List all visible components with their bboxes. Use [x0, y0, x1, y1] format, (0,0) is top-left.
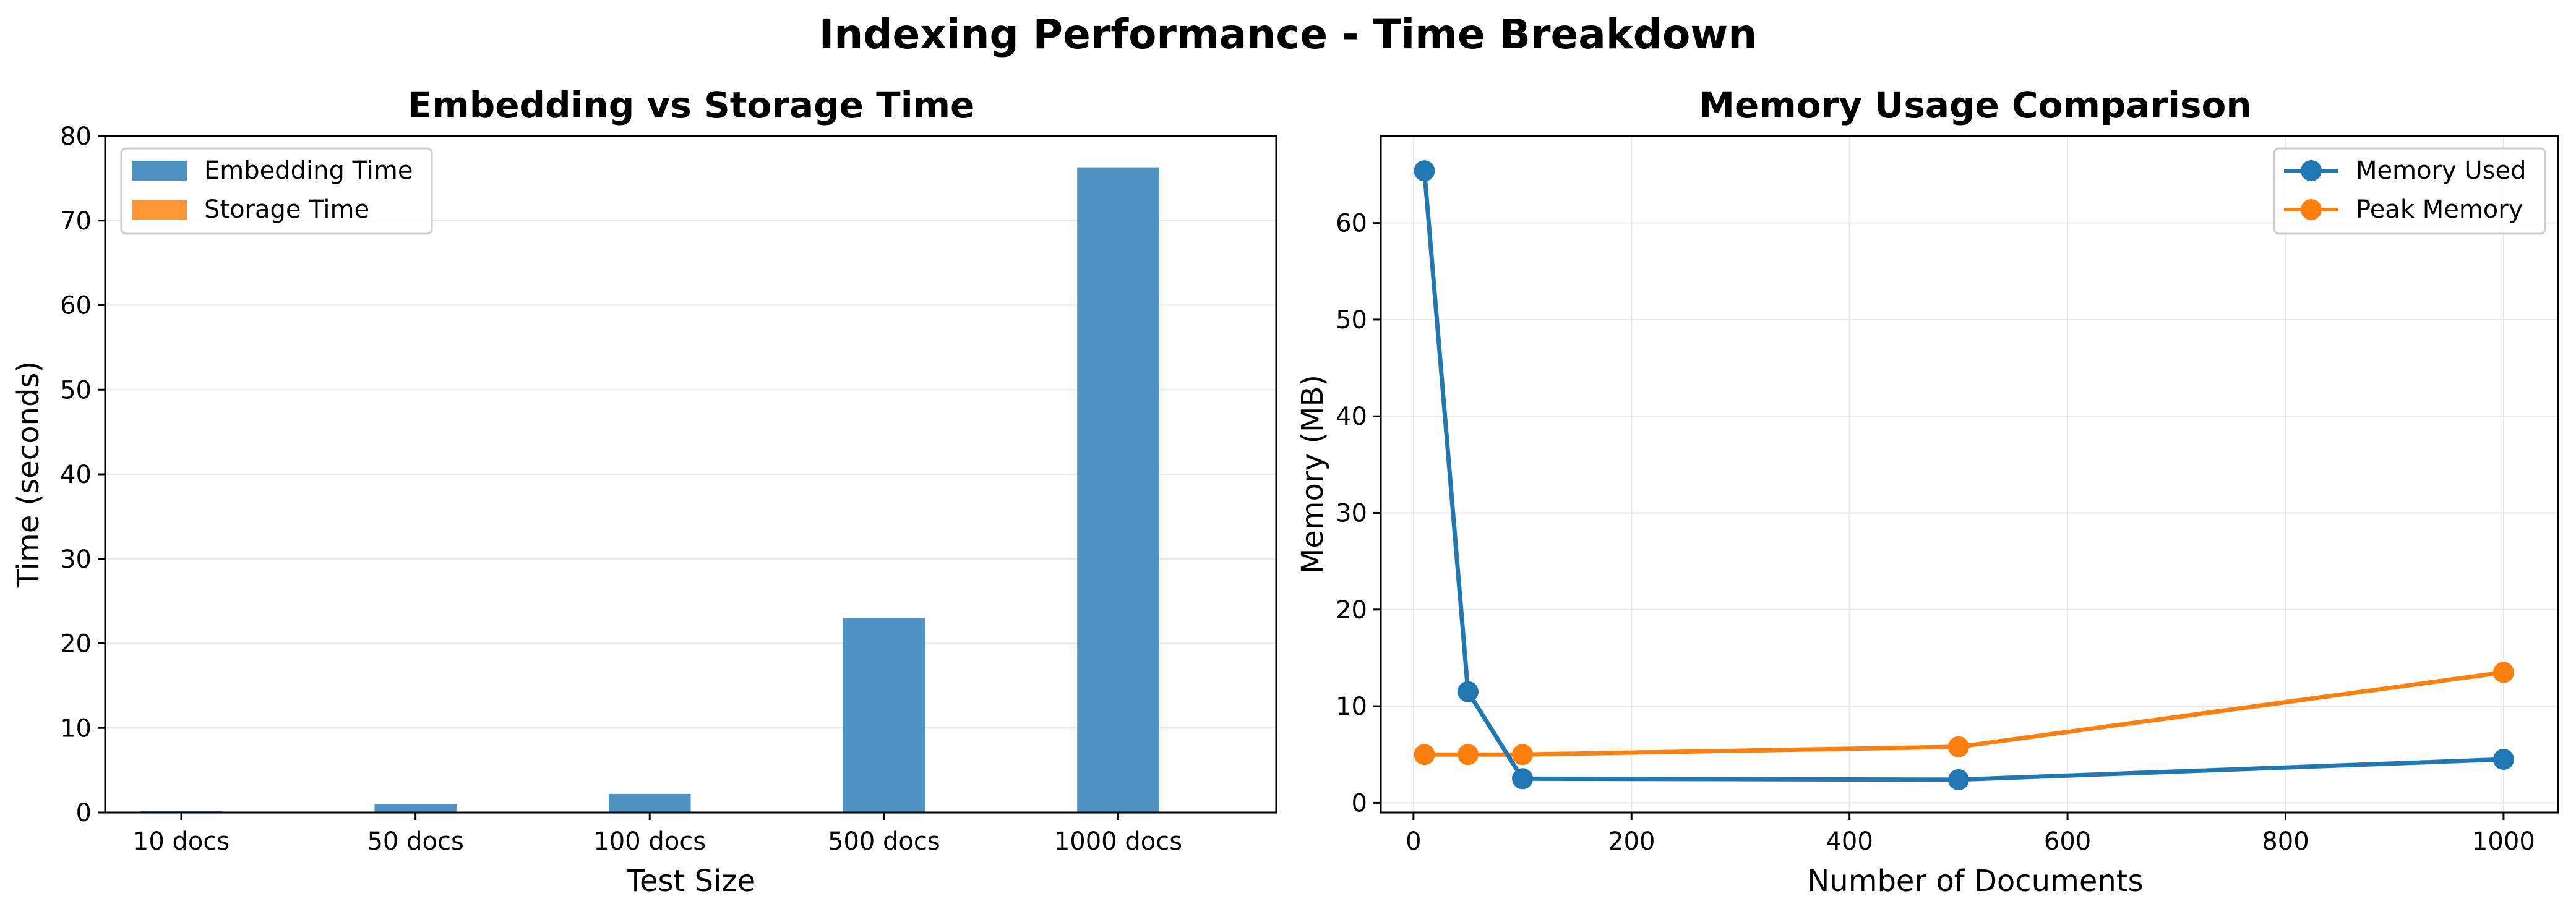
legend-swatch-embedding — [132, 161, 187, 181]
legend-swatch-storage — [132, 200, 187, 220]
figure-title: Indexing Performance - Time Breakdown — [819, 11, 1758, 58]
line-chart: Memory Usage Comparison 0 10 20 30 40 50 60 0 2… — [1295, 84, 2559, 898]
line-chart-x-tick-label: 600 — [2044, 827, 2091, 856]
bar-embedding-2 — [608, 793, 691, 813]
line-chart-plot-frame — [1380, 135, 2559, 814]
bar-chart-y-tick-label: 0 — [76, 799, 92, 827]
point-peak-memory-4 — [2492, 662, 2514, 683]
legend-label-peak-memory: Peak Memory — [2356, 195, 2523, 224]
bar-embedding-1 — [374, 804, 457, 813]
bar-chart-y-tick-label: 40 — [60, 461, 92, 489]
line-chart-y-tick-label: 0 — [1352, 789, 1367, 817]
point-memory-used-2 — [1512, 768, 1534, 790]
point-peak-memory-2 — [1512, 744, 1534, 766]
point-memory-used-3 — [1947, 769, 1969, 790]
line-chart-y-tick-label: 40 — [1336, 403, 1367, 431]
bar-chart-y-axis-label: Time (seconds) — [11, 361, 46, 588]
legend-label-memory-used: Memory Used — [2356, 156, 2527, 185]
bar-chart-y-tick-label: 20 — [60, 630, 92, 659]
line-chart-gridlines — [1381, 136, 2558, 813]
point-memory-used-1 — [1457, 681, 1479, 702]
legend-label-storage: Storage Time — [204, 195, 369, 224]
bar-chart-y-tick-label: 10 — [60, 714, 92, 743]
bar-chart-x-tick-label: 50 docs — [367, 827, 463, 856]
line-chart-x-axis-label: Number of Documents — [1807, 864, 2143, 898]
bar-chart-x-tick-label: 100 docs — [593, 827, 706, 856]
legend-marker-memory-used — [2301, 160, 2322, 181]
line-chart-y-tick-label: 10 — [1336, 693, 1367, 721]
point-peak-memory-0 — [1414, 744, 1435, 766]
legend-marker-peak-memory — [2301, 199, 2322, 220]
bar-chart-legend: Embedding Time Storage Time — [120, 147, 433, 235]
line-chart-x-tick-label: 400 — [1826, 827, 1873, 856]
bar-embedding-4 — [1077, 167, 1159, 813]
point-peak-memory-3 — [1947, 736, 1969, 757]
bar-chart-x-tick-label: 10 docs — [133, 827, 230, 856]
line-chart-y-tick-label: 20 — [1336, 596, 1367, 625]
line-chart-title: Memory Usage Comparison — [1699, 84, 2251, 126]
bar-chart-y-axis: 0 10 20 30 40 50 60 70 80 — [60, 122, 105, 827]
bar-chart-x-axis: 10 docs 50 docs 100 docs 500 docs 1000 docs — [133, 813, 1182, 856]
line-chart-series — [1414, 160, 2514, 790]
bar-chart-title: Embedding vs Storage Time — [408, 84, 975, 126]
legend-label-embedding: Embedding Time — [204, 156, 413, 185]
bar-chart-y-tick-label: 70 — [60, 207, 92, 236]
point-memory-used-4 — [2492, 749, 2514, 770]
line-chart-x-tick-label: 0 — [1406, 827, 1421, 856]
line-chart-y-axis: 0 10 20 30 40 50 60 — [1336, 210, 1381, 817]
bar-chart-y-tick-label: 30 — [60, 545, 92, 574]
line-chart-x-tick-label: 1000 — [2472, 827, 2535, 856]
bar-chart-legend-box — [120, 147, 433, 235]
bar-chart-y-tick-label: 50 — [60, 376, 92, 404]
line-chart-y-tick-label: 60 — [1336, 210, 1367, 238]
line-chart-y-tick-label: 30 — [1336, 500, 1367, 528]
line-chart-legend: Memory Used Peak Memory — [2273, 147, 2546, 235]
point-memory-used-0 — [1414, 160, 1435, 182]
bar-chart-x-tick-label: 500 docs — [828, 827, 940, 856]
line-chart-y-tick-label: 50 — [1336, 306, 1367, 335]
bar-chart-y-tick-label: 80 — [60, 122, 92, 151]
point-peak-memory-1 — [1457, 744, 1479, 766]
bar-chart-bars — [140, 167, 1159, 813]
line-chart-x-tick-label: 800 — [2262, 827, 2309, 856]
bar-chart-x-tick-label: 1000 docs — [1054, 827, 1182, 856]
line-chart-y-axis-label: Memory (MB) — [1295, 375, 1330, 574]
line-chart-x-tick-label: 200 — [1608, 827, 1655, 856]
bar-chart-x-axis-label: Test Size — [626, 864, 755, 898]
bar-embedding-3 — [843, 618, 925, 813]
line-chart-x-axis: 0 200 400 600 800 1000 — [1406, 813, 2535, 856]
bar-chart: Embedding vs Storage Time 0 10 20 30 40 50 60 7… — [11, 84, 1277, 898]
line-chart-legend-box — [2273, 147, 2546, 235]
bar-chart-y-tick-label: 60 — [60, 292, 92, 320]
